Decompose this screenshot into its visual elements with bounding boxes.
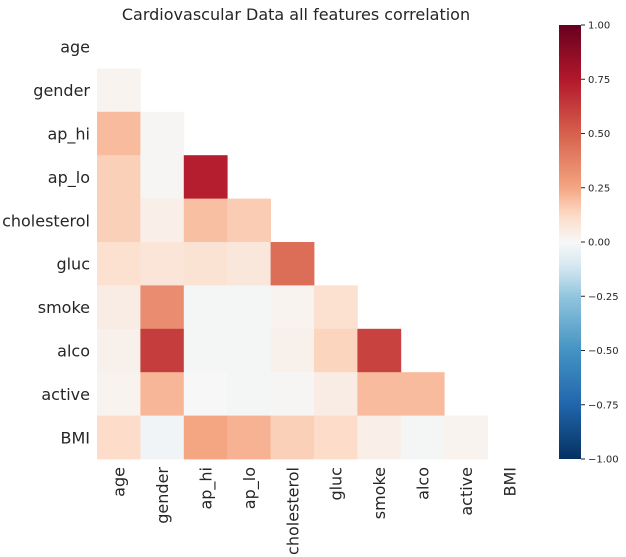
heatmap-cell-cholesterol-gender: [140, 198, 185, 243]
y-tick-label: smoke: [38, 298, 90, 317]
heatmap-cell-alco-ap_hi: [183, 328, 228, 373]
y-tick-label: gluc: [56, 255, 90, 274]
x-tick-label: ap_hi: [197, 467, 217, 510]
heatmap-cell-ap_lo-ap_hi: [183, 155, 228, 199]
x-tick-label: ap_lo: [240, 467, 260, 509]
x-tick-label: gender: [153, 467, 172, 524]
heatmap-cell-BMI-gender: [140, 415, 185, 460]
heatmap-cell-BMI-cholesterol: [270, 415, 315, 460]
heatmap-cell-smoke-gluc: [314, 285, 358, 330]
x-tick-label: active: [457, 467, 476, 516]
x-tick-label: age: [110, 467, 129, 497]
y-tick-label: alco: [57, 342, 90, 361]
heatmap-cell-ap_lo-gender: [140, 155, 185, 199]
y-tick-label: active: [41, 385, 90, 404]
heatmap-cell-active-cholesterol: [270, 372, 315, 416]
y-tick-label: cholesterol: [2, 211, 90, 230]
heatmap-cell-BMI-active: [444, 415, 488, 460]
heatmap-cell-BMI-alco: [400, 415, 445, 460]
colorbar-tick-label: 0.50: [588, 129, 610, 140]
y-tick-label: gender: [33, 81, 90, 100]
heatmap-cell-alco-age: [97, 328, 141, 373]
colorbar-tick-label: 1.00: [588, 21, 610, 32]
heatmap-cell-gluc-ap_hi: [183, 242, 228, 286]
heatmap-cell-BMI-ap_hi: [183, 415, 228, 460]
heatmap-cell-alco-smoke: [357, 328, 402, 373]
x-tick-label: alco: [414, 467, 433, 500]
heatmap-cell-active-age: [97, 372, 141, 416]
heatmap-cell-active-ap_lo: [227, 372, 271, 416]
colorbar-ticks: 1.00 0.75 0.50 0.25 0.00 −0.25 −0.50 −0.75 −1.00: [581, 21, 619, 466]
x-tick-label: BMI: [500, 467, 519, 497]
heatmap-cells: [97, 68, 488, 460]
colorbar-tick-label: −0.25: [588, 292, 619, 303]
heatmap-cell-alco-gluc: [314, 328, 358, 373]
y-tick-label: age: [60, 38, 90, 57]
heatmap-cell-cholesterol-ap_hi: [183, 198, 228, 243]
colorbar-tick-label: 0.00: [588, 238, 610, 249]
colorbar-tick-label: −1.00: [588, 455, 619, 466]
heatmap-cell-ap_lo-age: [97, 155, 141, 199]
heatmap-cell-cholesterol-age: [97, 198, 141, 243]
colorbar-tick-label: −0.50: [588, 346, 619, 357]
heatmap-cell-alco-cholesterol: [270, 328, 315, 373]
colorbar: [559, 25, 581, 459]
heatmap-cell-smoke-gender: [140, 285, 185, 330]
heatmap-cell-gluc-age: [97, 242, 141, 286]
heatmap-cell-cholesterol-ap_lo: [227, 198, 271, 243]
heatmap-cell-alco-gender: [140, 328, 185, 373]
heatmap-cell-ap_hi-age: [97, 111, 141, 156]
heatmap-cell-smoke-cholesterol: [270, 285, 315, 330]
heatmap-cell-smoke-ap_hi: [183, 285, 228, 330]
x-axis-labels: age gender ap_hi ap_lo cholesterol gluc smoke a…: [110, 467, 520, 555]
y-tick-label: ap_lo: [48, 168, 90, 188]
y-tick-label: ap_hi: [47, 125, 90, 145]
heatmap-cell-smoke-ap_lo: [227, 285, 271, 330]
heatmap-cell-BMI-ap_lo: [227, 415, 271, 460]
heatmap-cell-active-smoke: [357, 372, 402, 416]
heatmap-cell-active-alco: [400, 372, 445, 416]
heatmap-cell-gluc-ap_lo: [227, 242, 271, 286]
x-tick-label: smoke: [370, 467, 389, 519]
heatmap-cell-gluc-gender: [140, 242, 185, 286]
heatmap-cell-gender-age: [97, 68, 141, 113]
heatmap-cell-active-ap_hi: [183, 372, 228, 416]
heatmap-cell-ap_hi-gender: [140, 111, 185, 156]
y-tick-label: BMI: [61, 428, 91, 447]
colorbar-tick-label: −0.75: [588, 400, 619, 411]
x-tick-label: cholesterol: [283, 467, 302, 555]
y-axis-labels: age gender ap_hi ap_lo cholesterol gluc smoke a…: [2, 38, 90, 448]
heatmap-cell-gluc-cholesterol: [270, 242, 315, 286]
heatmap-cell-smoke-age: [97, 285, 141, 330]
heatmap-cell-BMI-gluc: [314, 415, 358, 460]
colorbar-tick-label: 0.75: [588, 75, 610, 86]
colorbar-tick-label: 0.25: [588, 183, 610, 194]
heatmap-cell-active-gluc: [314, 372, 358, 416]
heatmap-cell-BMI-age: [97, 415, 141, 460]
heatmap-cell-BMI-smoke: [357, 415, 402, 460]
heatmap-cell-active-gender: [140, 372, 185, 416]
x-tick-label: gluc: [327, 467, 346, 501]
chart-title: Cardiovascular Data all features correla…: [122, 5, 470, 24]
heatmap-cell-alco-ap_lo: [227, 328, 271, 373]
